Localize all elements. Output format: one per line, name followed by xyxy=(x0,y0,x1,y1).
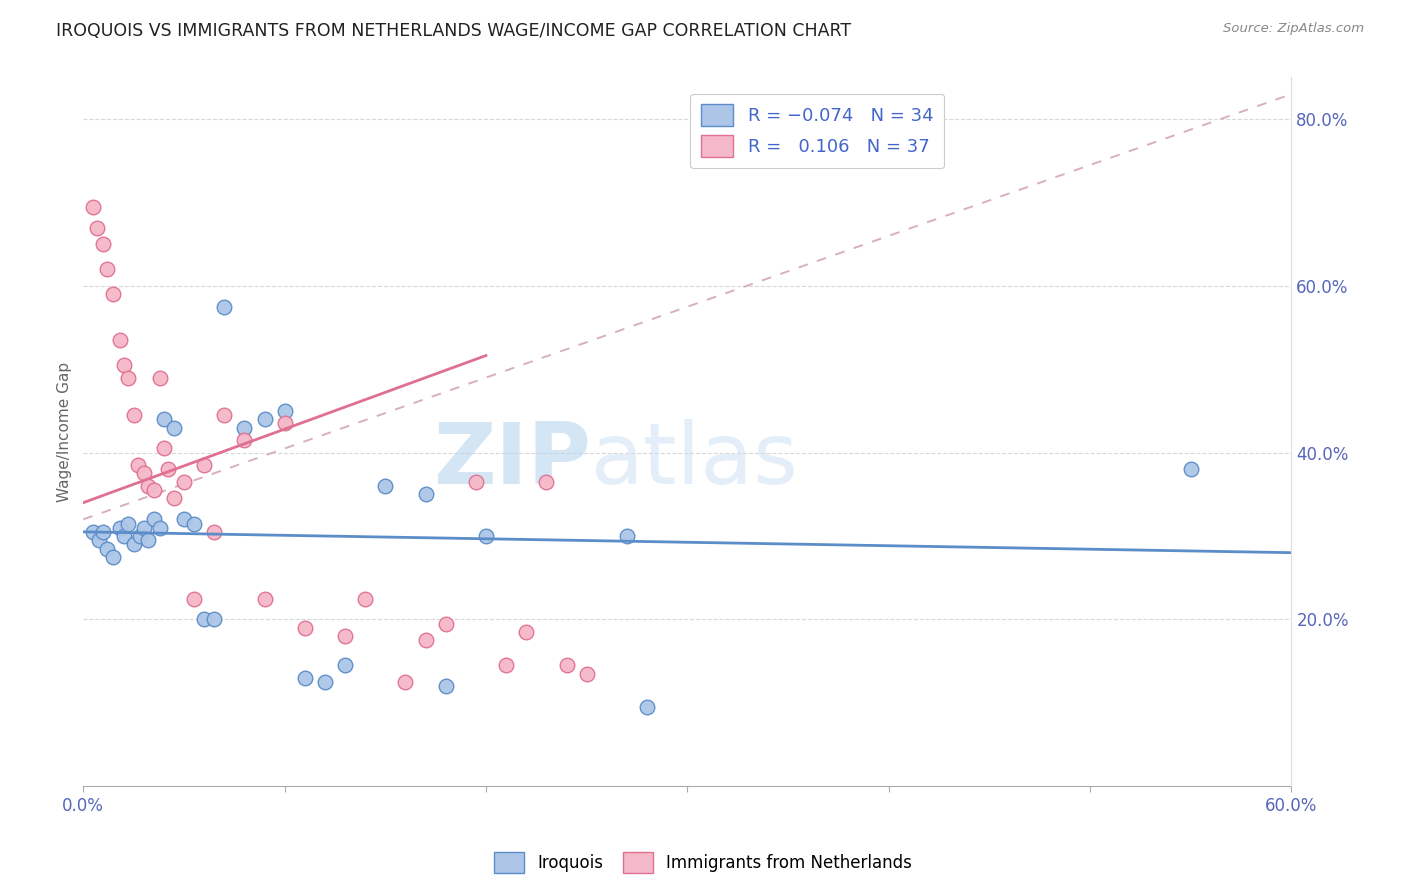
Point xyxy=(128,529,150,543)
Point xyxy=(163,491,186,506)
Point xyxy=(112,529,135,543)
Point xyxy=(515,624,537,639)
Point xyxy=(149,370,172,384)
Point xyxy=(93,524,115,539)
Point xyxy=(142,512,165,526)
Text: Source: ZipAtlas.com: Source: ZipAtlas.com xyxy=(1223,22,1364,36)
Point xyxy=(212,408,235,422)
Point xyxy=(415,633,437,648)
Point xyxy=(153,442,176,456)
Point xyxy=(82,200,104,214)
Point xyxy=(253,591,276,606)
Point xyxy=(536,475,558,489)
Legend: R = −0.074   N = 34, R =   0.106   N = 37: R = −0.074 N = 34, R = 0.106 N = 37 xyxy=(690,94,945,169)
Point xyxy=(273,404,295,418)
Point xyxy=(314,674,336,689)
Point xyxy=(183,591,205,606)
Point xyxy=(294,621,316,635)
Point xyxy=(108,521,131,535)
Point xyxy=(117,370,139,384)
Point xyxy=(273,417,295,431)
Point xyxy=(333,629,356,643)
Point xyxy=(149,521,172,535)
Point xyxy=(103,549,125,564)
Point xyxy=(173,512,195,526)
Point xyxy=(333,658,356,673)
Point xyxy=(415,487,437,501)
Point xyxy=(153,412,176,426)
Y-axis label: Wage/Income Gap: Wage/Income Gap xyxy=(58,362,72,502)
Point xyxy=(183,516,205,531)
Point xyxy=(616,529,638,543)
Point xyxy=(193,458,215,472)
Point xyxy=(555,658,578,673)
Point xyxy=(89,533,111,548)
Point xyxy=(495,658,517,673)
Point xyxy=(1180,462,1202,476)
Point xyxy=(374,479,396,493)
Point xyxy=(193,612,215,626)
Point xyxy=(96,541,118,556)
Point xyxy=(142,483,165,498)
Point xyxy=(163,420,186,434)
Point xyxy=(112,358,135,372)
Point xyxy=(132,521,155,535)
Point xyxy=(636,700,658,714)
Point xyxy=(136,533,159,548)
Point xyxy=(575,666,598,681)
Point xyxy=(156,462,179,476)
Text: atlas: atlas xyxy=(591,418,799,501)
Text: IROQUOIS VS IMMIGRANTS FROM NETHERLANDS WAGE/INCOME GAP CORRELATION CHART: IROQUOIS VS IMMIGRANTS FROM NETHERLANDS … xyxy=(56,22,852,40)
Point xyxy=(93,237,115,252)
Point xyxy=(394,674,416,689)
Text: ZIP: ZIP xyxy=(433,418,591,501)
Legend: Iroquois, Immigrants from Netherlands: Iroquois, Immigrants from Netherlands xyxy=(486,846,920,880)
Point xyxy=(475,529,498,543)
Point xyxy=(108,333,131,347)
Point xyxy=(173,475,195,489)
Point xyxy=(233,433,256,447)
Point xyxy=(96,262,118,277)
Point xyxy=(103,287,125,301)
Point xyxy=(136,479,159,493)
Point xyxy=(86,220,108,235)
Point xyxy=(122,537,145,551)
Point xyxy=(354,591,377,606)
Point xyxy=(465,475,488,489)
Point xyxy=(294,671,316,685)
Point xyxy=(212,300,235,314)
Point xyxy=(253,412,276,426)
Point xyxy=(127,458,149,472)
Point xyxy=(434,679,457,693)
Point xyxy=(202,612,225,626)
Point xyxy=(233,420,256,434)
Point xyxy=(122,408,145,422)
Point xyxy=(132,467,155,481)
Point xyxy=(202,524,225,539)
Point xyxy=(434,616,457,631)
Point xyxy=(117,516,139,531)
Point xyxy=(82,524,104,539)
